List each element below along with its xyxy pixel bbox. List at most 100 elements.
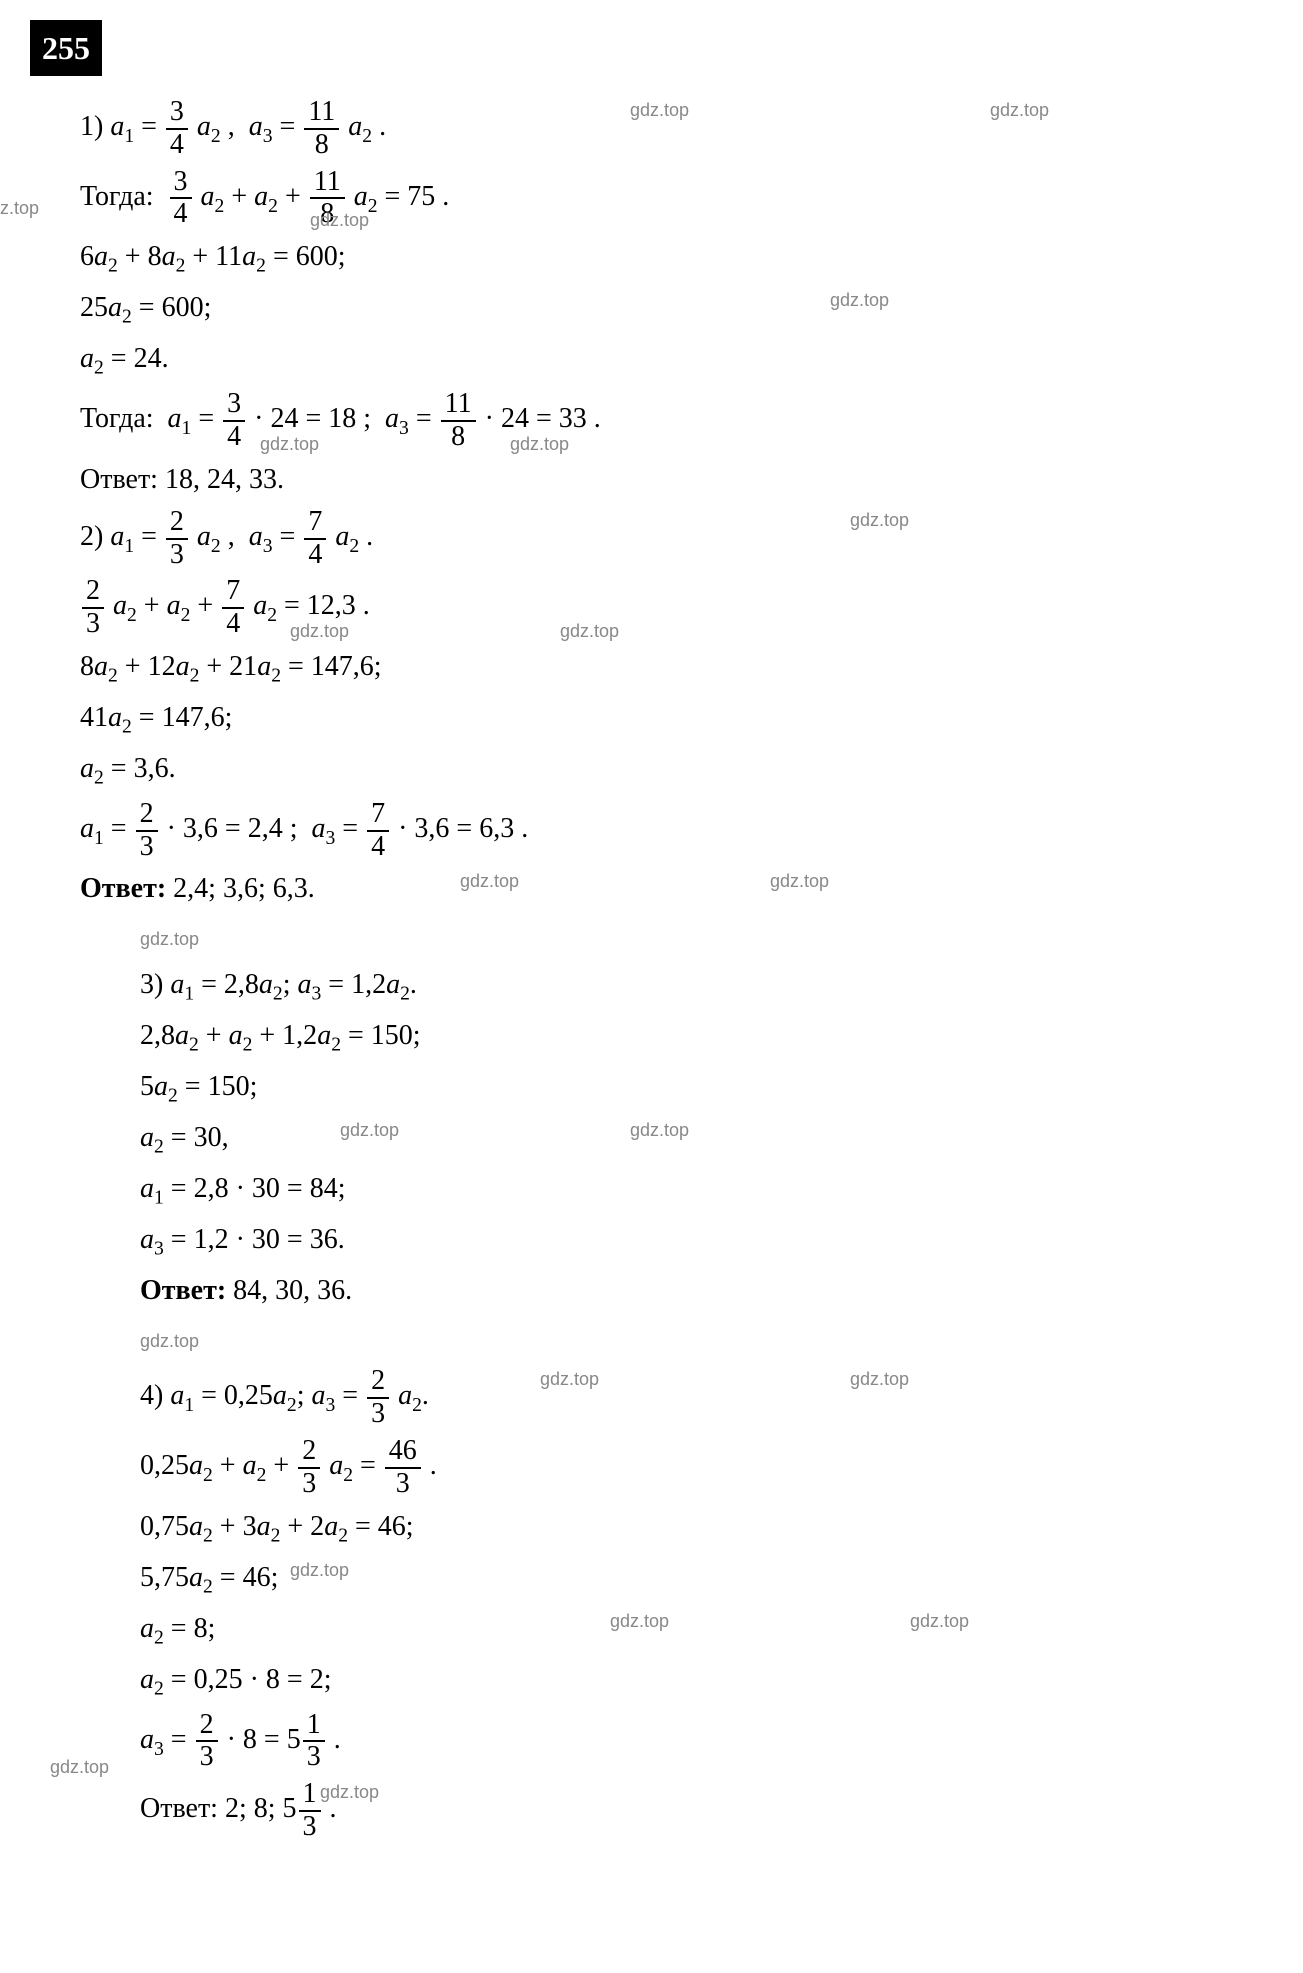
p2-solve: a2 = 3,6.: [30, 748, 1273, 793]
frac-den: 3: [299, 1812, 321, 1843]
watermark: gdz.top: [540, 1366, 599, 1393]
problem-number-box: 255: [30, 20, 102, 76]
p4-label: 4): [140, 1381, 163, 1412]
p1-collect: 25a2 = 600; gdz.top: [30, 287, 1273, 332]
watermark: gdz.top: [610, 1608, 669, 1635]
watermark: gdz.top: [990, 97, 1049, 124]
frac-num: 7: [304, 507, 326, 540]
p3-collect: 5a2 = 150;: [30, 1066, 1273, 1111]
p1-a1-val: 18: [328, 403, 356, 434]
p4-a3-int: 5: [287, 1724, 301, 1755]
watermark: gdz.top: [320, 1779, 379, 1806]
frac-den: 4: [170, 199, 192, 230]
p2-sum: 23 a2 + a2 + 74 a2 = 12,3 . gdz.top gdz.…: [30, 576, 1273, 640]
frac-den: 3: [367, 1399, 389, 1430]
p4-answer-int: 5: [283, 1793, 297, 1824]
then2-label: Тогда:: [80, 403, 154, 434]
p2-calc: a1 = 23 · 3,6 = 2,4 ; a3 = 74 · 3,6 = 6,…: [30, 799, 1273, 863]
watermark: gdz.top: [290, 618, 349, 645]
watermark: gdz.top: [630, 97, 689, 124]
p4-solve: a2 = 8; gdz.top gdz.top: [30, 1608, 1273, 1653]
watermark: gdz.top: [140, 929, 199, 949]
p4-a3-mult: 8: [243, 1724, 257, 1755]
wm-line: gdz.top: [30, 1318, 1273, 1360]
frac-den: 4: [304, 540, 326, 571]
frac-den: 3: [303, 1742, 325, 1773]
watermark: gdz.top: [460, 868, 519, 895]
watermark: gdz.top: [560, 618, 619, 645]
p4-answer-prefix: 2; 8;: [225, 1793, 283, 1824]
p2-expand: 8a2 + 12a2 + 21a2 = 147,6;: [30, 646, 1273, 691]
p4-a2-calc: a2 = 0,25 · 8 = 2;: [30, 1659, 1273, 1704]
p2-label: 2): [80, 521, 103, 552]
frac-den: 3: [298, 1469, 320, 1500]
p1-then2: Тогда: a1 = 34 · 24 = 18 ; a3 = 118 · 24…: [30, 389, 1273, 453]
frac-den: 3: [385, 1469, 421, 1500]
answer-label: Ответ:: [80, 464, 158, 495]
p1-a3-num: 11: [304, 97, 339, 130]
p2-rhs: 12,3: [307, 591, 356, 622]
watermark: gdz.top: [830, 287, 889, 314]
p3-a1-calc: a1 = 2,8 · 30 = 84;: [30, 1168, 1273, 1213]
p3-answer-text: 84, 30, 36.: [233, 1275, 352, 1306]
frac-num: 2: [196, 1710, 218, 1743]
watermark: gdz.top: [510, 431, 569, 458]
p2-a1-val: 2,4: [248, 813, 283, 844]
watermark: gdz.top: [310, 207, 369, 234]
p1-a1-mult: 24: [270, 403, 298, 434]
answer-label: Ответ:: [140, 1275, 226, 1306]
p3-solve: a2 = 30, gdz.top gdz.top: [30, 1117, 1273, 1162]
frac-num: 2: [298, 1436, 320, 1469]
p2-a1-mult: 3,6: [183, 813, 218, 844]
p4-sum: 0,25a2 + a2 + 23 a2 = 463 .: [30, 1436, 1273, 1500]
p1-rhs: 75: [407, 181, 435, 212]
p2-given: 2) a1 = 23 a2 , a3 = 74 a2 . gdz.top: [30, 507, 1273, 571]
frac-num: 2: [367, 1366, 389, 1399]
p4-given: 4) a1 = 0,25a2; a3 = 23 a2. gdz.top gdz.…: [30, 1366, 1273, 1430]
p1-solve: a2 = 24.: [30, 338, 1273, 383]
frac-num: 11: [310, 167, 345, 200]
p2-answer: Ответ: 2,4; 3,6; 6,3. gdz.top gdz.top: [30, 868, 1273, 910]
watermark: gdz.top: [290, 1557, 349, 1584]
watermark: gdz.top: [0, 195, 39, 222]
watermark: gdz.top: [850, 507, 909, 534]
p4-collect: 5,75a2 = 46; gdz.top: [30, 1557, 1273, 1602]
p3-label: 3): [140, 969, 163, 1000]
p4-expand: gdz.top 0,75a2 + 3a2 + 2a2 = 46;: [30, 1506, 1273, 1551]
frac-den: 3: [196, 1742, 218, 1773]
p4-a1-coef: 0,25: [224, 1381, 273, 1412]
frac-num: 2: [82, 576, 104, 609]
p1-a1-den: 4: [166, 130, 188, 161]
frac-den: 8: [441, 422, 476, 453]
frac-num: 2: [136, 799, 158, 832]
frac-num: 7: [367, 799, 389, 832]
p3-answer: Ответ: 84, 30, 36.: [30, 1270, 1273, 1312]
p4-a3-calc: a3 = 23 · 8 = 513 . gdz.top: [30, 1710, 1273, 1774]
answer-label: Ответ:: [80, 873, 166, 904]
frac-den: 3: [82, 609, 104, 640]
p2-collect: 41a2 = 147,6;: [30, 697, 1273, 742]
p1-a3-mult: 24: [501, 403, 529, 434]
p2-a3-val: 6,3: [479, 813, 514, 844]
frac-num: 11: [441, 389, 476, 422]
frac-den: 4: [367, 832, 389, 863]
p1-label: 1): [80, 111, 103, 142]
frac-num: 3: [170, 167, 192, 200]
frac-den: 3: [136, 832, 158, 863]
p4-lhs-coef: 0,25: [140, 1450, 189, 1481]
frac-num: 1: [299, 1779, 321, 1812]
watermark: gdz.top: [630, 1117, 689, 1144]
watermark: gdz.top: [770, 868, 829, 895]
watermark: gdz.top: [260, 431, 319, 458]
p1-given: 1) a1 = 34 a2 , a3 = 118 a2 . gdz.top gd…: [30, 97, 1273, 161]
frac-num: 1: [303, 1710, 325, 1743]
p3-a1-coef: 2,8: [224, 969, 259, 1000]
watermark: gdz.top: [50, 1754, 109, 1781]
wm-line: gdz.top: [30, 916, 1273, 958]
answer-label: Ответ:: [140, 1793, 218, 1824]
p1-a1-num: 3: [166, 97, 188, 130]
watermark: gdz.top: [140, 1331, 199, 1351]
frac-den: 4: [222, 609, 244, 640]
p3-a3-calc: a3 = 1,2 · 30 = 36.: [30, 1219, 1273, 1264]
p2-answer-text: 2,4; 3,6; 6,3.: [173, 873, 315, 904]
